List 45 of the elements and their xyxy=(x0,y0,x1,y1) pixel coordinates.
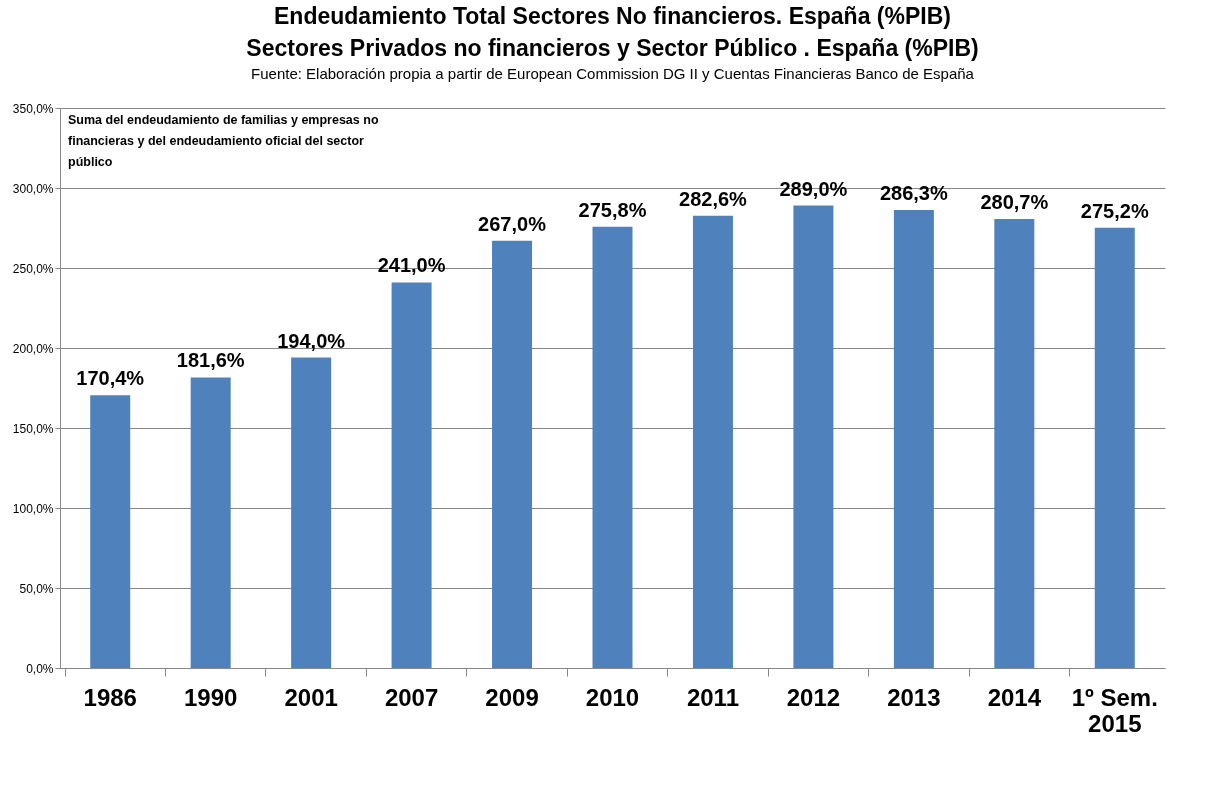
bar xyxy=(291,357,332,668)
bar xyxy=(391,282,432,668)
bar xyxy=(1094,227,1135,668)
source-note: Fuente: Elaboración propia a partir de European Commission DG II y Cuentas Financieras Banco de España xyxy=(251,65,975,82)
bar xyxy=(592,226,633,668)
bar xyxy=(994,218,1035,668)
y-tick-label: 150,0% xyxy=(12,421,54,436)
bar xyxy=(492,240,533,668)
x-tick-label: 2012 xyxy=(786,683,841,711)
chart-subtitle: Sectores Privados no financieros y Sector Público . España (%PIB) xyxy=(246,35,979,61)
x-tick-label: 2013 xyxy=(887,683,941,711)
data-label: 241,0% xyxy=(377,254,446,277)
data-label: 170,4% xyxy=(76,367,145,390)
y-tick-label: 200,0% xyxy=(12,341,54,356)
bar xyxy=(893,209,934,668)
data-label: 181,6% xyxy=(176,349,245,372)
data-label: 282,6% xyxy=(679,187,748,210)
annotation: Suma del endeudamiento de familias y empresas no financieras y del endeudamiento oficial del sector público xyxy=(68,113,379,169)
y-tick-label: 100,0% xyxy=(12,501,54,516)
chart-title: Endeudamiento Total Sectores No financieros. España (%PIB) xyxy=(274,3,951,29)
data-label: 275,2% xyxy=(1080,199,1149,222)
x-tick-label: 2007 xyxy=(384,683,439,711)
data-label: 275,8% xyxy=(578,198,647,221)
x-tick-label: 2009 xyxy=(485,683,539,711)
y-tick-label: 50,0% xyxy=(19,581,54,596)
data-label: 194,0% xyxy=(277,329,346,352)
x-tick-label: 1986 xyxy=(83,683,137,711)
y-tick-label: 350,0% xyxy=(12,101,54,116)
bar xyxy=(190,377,231,668)
y-tick-label: 250,0% xyxy=(12,261,54,276)
data-label: 280,7% xyxy=(980,190,1049,213)
y-tick-label: 300,0% xyxy=(12,181,54,196)
bar xyxy=(692,215,733,668)
x-tick-label: 2010 xyxy=(585,683,640,711)
x-tick-label: 2001 xyxy=(284,683,338,711)
data-label: 267,0% xyxy=(478,212,547,235)
x-tick-label: 1990 xyxy=(183,683,238,711)
x-tick-label: 2014 xyxy=(987,683,1042,711)
bar xyxy=(793,205,834,668)
x-tick-label: 2011 xyxy=(686,683,739,711)
y-tick-label: 0,0% xyxy=(26,661,54,676)
data-label: 289,0% xyxy=(779,177,848,200)
data-label: 286,3% xyxy=(879,181,948,204)
bar xyxy=(90,395,131,668)
x-tick-label: 1º Sem. 2015 xyxy=(1071,683,1158,737)
